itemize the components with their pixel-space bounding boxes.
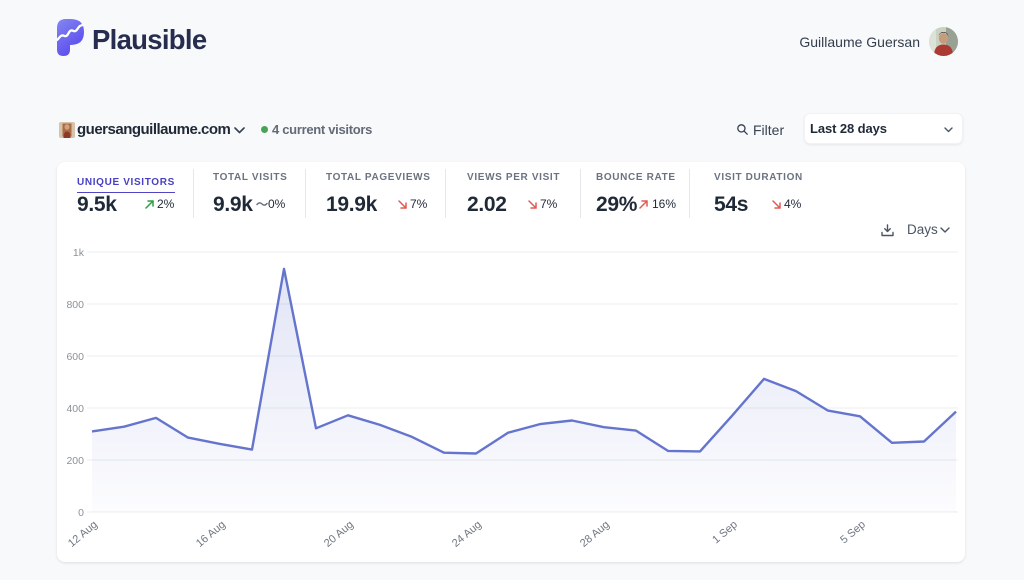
svg-text:0: 0 xyxy=(78,507,84,519)
svg-text:12 Aug: 12 Aug xyxy=(66,519,100,550)
svg-text:20 Aug: 20 Aug xyxy=(322,519,356,550)
svg-text:800: 800 xyxy=(66,299,84,311)
svg-text:5 Sep: 5 Sep xyxy=(838,519,868,547)
svg-text:1 Sep: 1 Sep xyxy=(710,519,740,547)
svg-text:200: 200 xyxy=(66,455,84,467)
svg-text:28 Aug: 28 Aug xyxy=(578,519,612,550)
svg-text:1k: 1k xyxy=(73,247,85,259)
svg-text:16 Aug: 16 Aug xyxy=(194,519,228,550)
svg-text:24 Aug: 24 Aug xyxy=(450,519,484,550)
svg-text:600: 600 xyxy=(66,351,84,363)
svg-text:400: 400 xyxy=(66,403,84,415)
